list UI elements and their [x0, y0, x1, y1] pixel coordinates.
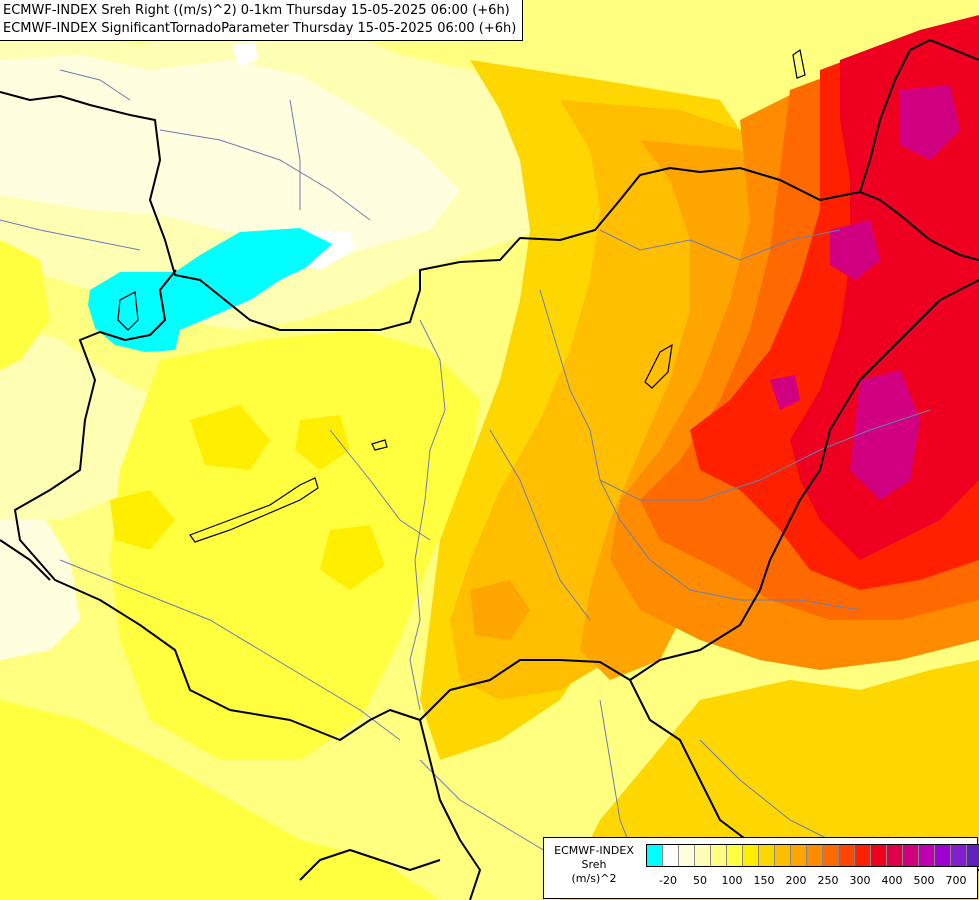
color-legend: ECMWF-INDEX Sreh (m/s)^2 -20 50 100 150 200 2… [543, 837, 979, 899]
field-white-spot [232, 42, 258, 66]
legend-swatch-4 [711, 845, 727, 866]
legend-swatch-16 [903, 845, 919, 866]
field-cyan-region [88, 228, 332, 352]
legend-swatch-18 [935, 845, 951, 866]
legend-swatch-1 [663, 845, 679, 866]
legend-swatch-3 [695, 845, 711, 866]
legend-swatch-10 [807, 845, 823, 866]
field-magenta-east [850, 370, 920, 500]
legend-swatch-19 [951, 845, 967, 866]
legend-tick-4: 200 [785, 874, 807, 887]
field-gold-spot-2 [295, 415, 350, 470]
legend-source: ECMWF-INDEX [554, 844, 634, 857]
legend-tick-2: 100 [721, 874, 743, 887]
legend-swatch-15 [887, 845, 903, 866]
legend-swatch-2 [679, 845, 695, 866]
legend-tick-0: -20 [659, 874, 677, 887]
legend-swatch-8 [775, 845, 791, 866]
field-magenta-spot [770, 375, 800, 410]
field-gold-spot-3 [110, 490, 175, 550]
legend-swatch-6 [743, 845, 759, 866]
field-gold-spot-1 [190, 405, 270, 470]
field-gold-spot-4 [320, 525, 385, 590]
legend-label: ECMWF-INDEX Sreh (m/s)^2 [544, 844, 644, 886]
legend-swatch-17 [919, 845, 935, 866]
legend-swatch-13 [855, 845, 871, 866]
legend-swatch-9 [791, 845, 807, 866]
legend-color-bar [646, 844, 979, 867]
legend-swatch-12 [839, 845, 855, 866]
rivers [0, 69, 931, 881]
legend-swatch-14 [871, 845, 887, 866]
lake-small [371, 439, 388, 451]
legend-tick-5: 250 [817, 874, 839, 887]
legend-unit: (m/s)^2 [571, 872, 617, 885]
field-yellow-northwest-edge [0, 240, 50, 370]
field-orange-spot-south [470, 580, 530, 640]
legend-tick-1: 50 [693, 874, 707, 887]
legend-variable: Sreh [581, 858, 607, 871]
lake-neusiedl [117, 291, 139, 331]
lake-balaton [189, 477, 319, 543]
field-magenta-north [900, 85, 960, 160]
legend-swatch-7 [759, 845, 775, 866]
legend-swatch-11 [823, 845, 839, 866]
map-title-line-1: ECMWF-INDEX Sreh Right ((m/s)^2) 0-1km T… [3, 3, 510, 18]
map-title-box: ECMWF-INDEX Sreh Right ((m/s)^2) 0-1km T… [0, 0, 524, 41]
field-magenta-center [830, 220, 880, 280]
legend-ticks: -20 50 100 150 200 250 300 400 500 700 [646, 874, 976, 890]
legend-swatch-0 [647, 845, 663, 866]
legend-tick-3: 150 [753, 874, 775, 887]
field-yellow-southwest [0, 700, 440, 900]
lake-tisza [644, 343, 673, 389]
legend-tick-7: 400 [881, 874, 903, 887]
legend-tick-6: 300 [849, 874, 871, 887]
legend-swatch-20 [967, 845, 979, 866]
lake-east [792, 48, 806, 79]
legend-swatch-5 [727, 845, 743, 866]
map-title-line-2: ECMWF-INDEX SignificantTornadoParameter … [3, 21, 517, 36]
legend-tick-9: 700 [945, 874, 967, 887]
country-borders [0, 39, 979, 900]
legend-tick-8: 500 [913, 874, 935, 887]
